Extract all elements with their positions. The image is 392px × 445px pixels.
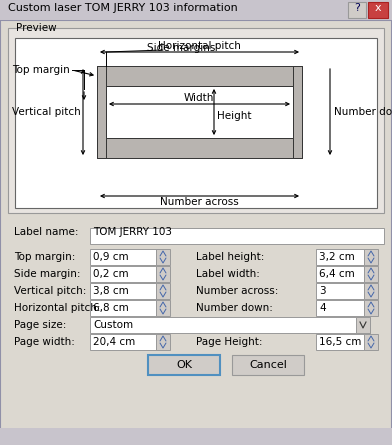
Bar	[97, 66, 302, 86]
Text: Width: Width	[184, 93, 214, 103]
Bar	[15, 38, 377, 208]
Bar	[316, 266, 364, 282]
Bar	[97, 138, 302, 158]
Bar	[364, 300, 378, 316]
Bar	[316, 334, 364, 350]
Bar	[232, 355, 304, 375]
Text: 16,5 cm: 16,5 cm	[319, 337, 361, 347]
Bar	[90, 300, 156, 316]
Text: Page width:: Page width:	[14, 337, 75, 347]
Text: Preview: Preview	[16, 23, 56, 33]
Text: Page Height:: Page Height:	[196, 337, 263, 347]
Bar	[90, 228, 384, 244]
Bar	[148, 355, 220, 375]
Bar	[156, 249, 170, 265]
Text: Vertical pitch: Vertical pitch	[12, 107, 81, 117]
Bar	[97, 66, 106, 158]
Bar	[8, 28, 384, 213]
Text: Number across:: Number across:	[196, 286, 278, 296]
Bar	[90, 249, 156, 265]
Text: Page size:: Page size:	[14, 320, 66, 330]
Text: 20,4 cm: 20,4 cm	[93, 337, 135, 347]
Bar	[90, 266, 156, 282]
Bar	[316, 249, 364, 265]
Bar	[364, 266, 378, 282]
Text: Number down: Number down	[334, 107, 392, 117]
Text: Top margin:: Top margin:	[14, 252, 75, 262]
Bar	[364, 334, 378, 350]
Text: 3,2 cm: 3,2 cm	[319, 252, 355, 262]
Bar	[364, 283, 378, 299]
Text: TOM JERRY 103: TOM JERRY 103	[93, 227, 172, 237]
Bar	[348, 2, 366, 18]
Bar	[0, 428, 392, 445]
Text: 0,9 cm: 0,9 cm	[93, 252, 129, 262]
Bar	[293, 66, 302, 158]
Text: Horizontal pitch:: Horizontal pitch:	[14, 303, 100, 313]
Bar	[156, 266, 170, 282]
Text: 6,4 cm: 6,4 cm	[319, 269, 355, 279]
Bar	[156, 283, 170, 299]
Text: 4: 4	[319, 303, 326, 313]
Bar	[356, 317, 370, 333]
Text: 0,2 cm: 0,2 cm	[93, 269, 129, 279]
Bar	[316, 283, 364, 299]
Bar	[0, 0, 392, 20]
Text: OK: OK	[176, 360, 192, 370]
Bar	[90, 334, 156, 350]
Bar	[106, 86, 293, 138]
Text: 3: 3	[319, 286, 326, 296]
Bar	[156, 300, 170, 316]
Text: Number down:: Number down:	[196, 303, 273, 313]
Text: Horizontal pitch: Horizontal pitch	[158, 41, 240, 51]
Text: Side margin:: Side margin:	[14, 269, 80, 279]
Text: Vertical pitch:: Vertical pitch:	[14, 286, 86, 296]
Text: Height: Height	[217, 111, 252, 121]
Text: Label width:: Label width:	[196, 269, 260, 279]
Text: Custom laser TOM JERRY 103 information: Custom laser TOM JERRY 103 information	[8, 3, 238, 13]
Text: x: x	[375, 3, 381, 13]
Bar	[90, 283, 156, 299]
Text: Top margin: Top margin	[12, 65, 70, 75]
Text: 6,8 cm: 6,8 cm	[93, 303, 129, 313]
Text: Number across: Number across	[160, 197, 238, 207]
Text: Label height:: Label height:	[196, 252, 264, 262]
Text: Cancel: Cancel	[249, 360, 287, 370]
Bar	[364, 249, 378, 265]
Text: 3,8 cm: 3,8 cm	[93, 286, 129, 296]
Bar	[316, 300, 364, 316]
Text: Label name:: Label name:	[14, 227, 78, 237]
Text: ?: ?	[354, 3, 360, 13]
Text: Side margins: Side margins	[147, 43, 215, 53]
Bar	[90, 317, 370, 333]
Text: Custom: Custom	[93, 320, 133, 330]
Bar	[156, 334, 170, 350]
Bar	[368, 2, 388, 18]
